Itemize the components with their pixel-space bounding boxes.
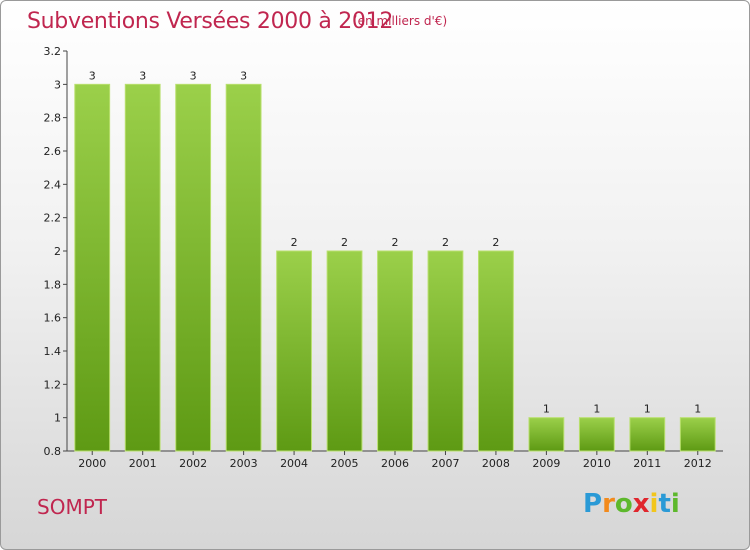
x-tick-label: 2010 [583, 457, 611, 470]
x-tick-label: 2012 [684, 457, 712, 470]
logo-letter: t [658, 489, 671, 519]
bar [629, 417, 666, 452]
bar [74, 83, 111, 452]
x-tick-label: 2003 [230, 457, 258, 470]
data-label: 1 [694, 403, 701, 416]
bar [175, 83, 212, 452]
logo-letter: r [602, 489, 615, 519]
data-label: 2 [392, 236, 399, 249]
x-tick-label: 2008 [482, 457, 510, 470]
x-tick-label: 2004 [280, 457, 308, 470]
data-label: 2 [492, 236, 499, 249]
y-tick-label: 3.2 [44, 45, 62, 58]
y-tick-label: 1.2 [44, 378, 62, 391]
data-label: 3 [139, 69, 146, 82]
y-tick-label: 2 [54, 245, 61, 258]
proxiti-logo: Proxiti [583, 489, 680, 519]
bar [276, 250, 312, 452]
data-label: 3 [190, 69, 197, 82]
x-tick-label: 2009 [532, 457, 560, 470]
x-tick-label: 2001 [129, 457, 157, 470]
bar [326, 250, 363, 452]
data-label: 1 [543, 403, 550, 416]
logo-letter: o [614, 489, 633, 519]
x-tick-label: 2005 [331, 457, 359, 470]
logo-letter: x [632, 489, 650, 519]
y-tick-label: 0.8 [44, 445, 62, 458]
y-tick-label: 2.2 [44, 212, 62, 225]
bar [377, 250, 413, 452]
data-label: 2 [341, 236, 348, 249]
data-label: 3 [89, 69, 96, 82]
logo-letter: i [670, 489, 680, 519]
data-label: 3 [240, 69, 247, 82]
bar [427, 250, 464, 452]
bar [679, 417, 716, 452]
bars: 3 3 3 3 2 2 2 2 2 1 1 1 1 [74, 69, 716, 452]
data-label: 2 [442, 236, 449, 249]
bar [124, 83, 161, 452]
chart-title: Subventions Versées 2000 à 2012 [27, 9, 394, 34]
y-tick-label: 2.6 [44, 145, 62, 158]
y-tick-label: 1.6 [44, 312, 62, 325]
bar [225, 83, 262, 452]
logo-letter: P [583, 489, 603, 519]
bar [478, 250, 514, 452]
x-tick-label: 2006 [381, 457, 409, 470]
data-label: 1 [593, 403, 600, 416]
chart-subtitle: (en milliers d'€) [353, 14, 448, 28]
data-label: 1 [644, 403, 651, 416]
y-tick-label: 1 [54, 412, 61, 425]
x-tick-label: 2007 [431, 457, 459, 470]
x-tick-label: 2000 [78, 457, 106, 470]
bar [578, 417, 615, 452]
y-tick-label: 3 [54, 78, 61, 91]
x-tick-label: 2011 [633, 457, 661, 470]
logo-letter: i [649, 489, 659, 519]
commune-name: SOMPT [37, 495, 107, 519]
x-tick-label: 2002 [179, 457, 207, 470]
y-tick-label: 2.4 [44, 178, 62, 191]
bar [528, 417, 565, 452]
y-tick-label: 2.8 [44, 112, 62, 125]
data-label: 2 [291, 236, 298, 249]
y-tick-label: 1.4 [44, 345, 62, 358]
y-tick-label: 1.8 [44, 278, 62, 291]
x-axis-labels: 2000 2001 2002 2003 2004 2005 2006 2007 2008 2009… [78, 451, 712, 470]
